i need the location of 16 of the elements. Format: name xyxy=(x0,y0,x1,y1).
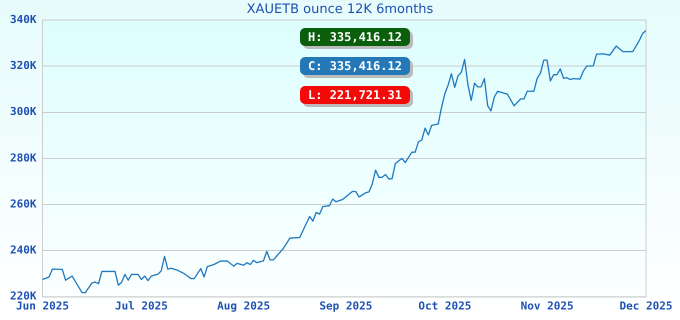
annotation: C: 335,416.12 xyxy=(300,57,410,75)
x-tick-label: Aug 2025 xyxy=(217,299,270,312)
y-tick-label: 240K xyxy=(10,244,37,257)
y-tick-label: 300K xyxy=(10,105,37,118)
y-tick-label: 340K xyxy=(10,12,37,26)
annotation: H: 335,416.12 xyxy=(300,28,410,46)
x-tick-label: Nov 2025 xyxy=(520,299,574,312)
chart-title: XAUETB ounce 12K 6months xyxy=(246,2,434,17)
x-tick-label: Oct 2025 xyxy=(418,299,472,312)
y-tick-label: 320K xyxy=(10,58,37,72)
x-tick-label: Dec 2025 xyxy=(620,299,672,312)
x-tick-label: Jul 2025 xyxy=(114,299,168,312)
y-tick-label: 280K xyxy=(10,151,37,164)
y-tick-label: 260K xyxy=(10,197,37,210)
annotation: L: 221,721.31 xyxy=(300,86,410,104)
x-tick-label: Sep 2025 xyxy=(319,299,372,312)
